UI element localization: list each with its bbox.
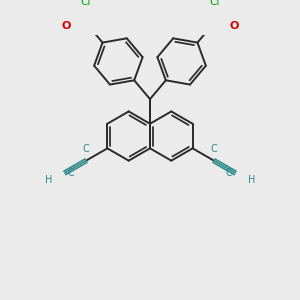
Text: Cl: Cl (209, 0, 220, 8)
Text: C: C (68, 168, 74, 178)
Text: C: C (226, 168, 232, 178)
Text: C: C (211, 145, 217, 154)
Text: O: O (61, 21, 70, 31)
Text: H: H (45, 175, 52, 185)
Text: Cl: Cl (80, 0, 91, 8)
Text: O: O (230, 21, 239, 31)
Text: H: H (248, 175, 255, 185)
Text: C: C (83, 145, 89, 154)
